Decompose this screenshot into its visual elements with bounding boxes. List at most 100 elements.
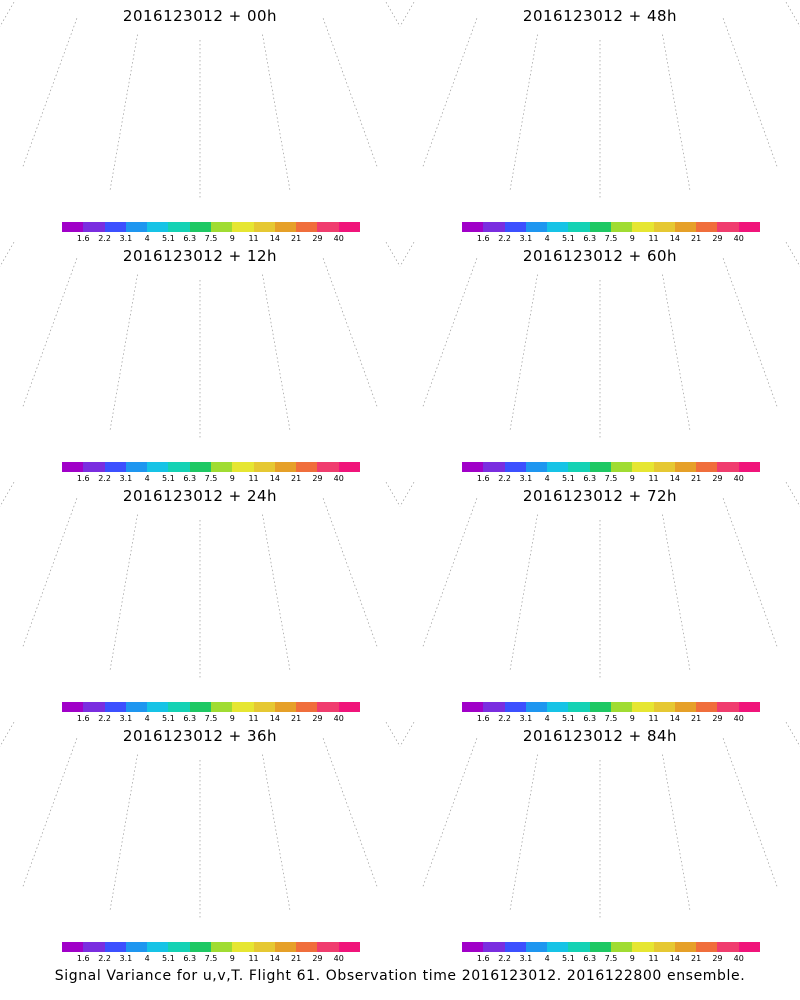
colorbar-label: 3.1 [119, 954, 133, 963]
colorbar-label: 14 [269, 234, 280, 243]
colorbar-label: 2.2 [498, 474, 511, 483]
colorbar-swatch [253, 462, 275, 472]
colorbar-label: 11 [248, 474, 259, 483]
colorbar [462, 222, 760, 232]
colorbar-label: 5.1 [562, 234, 575, 243]
colorbar-swatch [504, 222, 526, 232]
colorbar-label: 2.2 [98, 474, 111, 483]
colorbar-label: 11 [648, 954, 659, 963]
colorbar-label: 7.5 [204, 474, 218, 483]
colorbar-swatch [653, 222, 675, 232]
colorbar-swatch [125, 462, 148, 472]
colorbar-label: 29 [312, 474, 323, 483]
colorbar-swatch [168, 942, 190, 952]
panel-title: 2016123012 + 48h [522, 7, 678, 25]
colorbar-label: 3.1 [119, 474, 133, 483]
variance-field [105, 270, 400, 319]
colorbar-label: 29 [312, 714, 323, 723]
map-panel-48h: 2016123012 + 48h 1.6 2.2 3.1 4 5.1 6.3 7.5 9 11 14… [400, 0, 800, 243]
colorbar-label: 14 [669, 234, 680, 243]
colorbar-label: 3.1 [119, 234, 133, 243]
colorbar-label: 21 [691, 474, 702, 483]
colorbar-label: 40 [733, 234, 744, 243]
colorbar-swatch [317, 462, 339, 472]
colorbar-swatch [589, 462, 611, 472]
colorbar-label: 6.3 [183, 714, 197, 723]
colorbar-swatch [253, 942, 275, 952]
polar-map [400, 720, 800, 920]
colorbar-label: 4 [544, 954, 550, 963]
colorbar-label: 11 [248, 954, 259, 963]
colorbar-swatch [232, 702, 254, 712]
colorbar-swatch [547, 222, 569, 232]
colorbar-swatch [462, 222, 484, 232]
colorbar-label: 2.2 [98, 234, 111, 243]
colorbar-label: 21 [691, 234, 702, 243]
colorbar-swatch [147, 702, 169, 712]
colorbar-label: 9 [229, 474, 235, 483]
colorbar-swatch [632, 942, 654, 952]
colorbar-swatch [632, 222, 654, 232]
colorbar-swatch [104, 462, 126, 472]
colorbar-swatch [589, 942, 611, 952]
colorbar-swatch [62, 942, 84, 952]
colorbar-swatch [232, 462, 254, 472]
panel-title: 2016123012 + 72h [522, 487, 678, 505]
colorbar-swatch [653, 702, 675, 712]
colorbar-label: 29 [312, 234, 323, 243]
colorbar-swatch [274, 462, 297, 472]
colorbar-swatch [525, 942, 548, 952]
colorbar-label: 5.1 [562, 954, 575, 963]
colorbar-swatch [83, 222, 105, 232]
colorbar-swatch [62, 222, 84, 232]
colorbar-swatch [504, 942, 526, 952]
colorbar-label: 7.5 [604, 234, 618, 243]
colorbar-label: 9 [229, 954, 235, 963]
colorbar-swatch [738, 222, 760, 232]
colorbar-label: 7.5 [604, 714, 618, 723]
colorbar-swatch [483, 462, 505, 472]
colorbar-swatch [653, 462, 675, 472]
colorbar-label: 1.6 [476, 474, 490, 483]
colorbar-label: 9 [629, 234, 635, 243]
colorbar [62, 222, 360, 232]
colorbar-label: 9 [629, 714, 635, 723]
colorbar-swatch [210, 702, 233, 712]
colorbar-swatch [147, 222, 169, 232]
colorbar-swatch [210, 462, 233, 472]
colorbar-label: 11 [648, 474, 659, 483]
colorbar-swatch [147, 942, 169, 952]
colorbar [62, 942, 360, 952]
colorbar-swatch [462, 702, 484, 712]
colorbar-label: 11 [648, 714, 659, 723]
colorbar-label: 40 [733, 474, 744, 483]
colorbar-label: 14 [669, 954, 680, 963]
colorbar-swatch [696, 702, 718, 712]
map-graticule [400, 240, 800, 440]
colorbar-swatch [547, 462, 569, 472]
variance-field [65, 22, 375, 75]
colorbar-swatch [189, 942, 211, 952]
colorbar-swatch [317, 702, 339, 712]
colorbar-label: 4 [544, 234, 550, 243]
colorbar-label: 3.1 [519, 714, 533, 723]
colorbar-swatch [674, 222, 697, 232]
colorbar-label: 2.2 [98, 954, 111, 963]
colorbar-label: 4 [144, 234, 150, 243]
colorbar-swatch [589, 702, 611, 712]
colorbar-swatch [125, 702, 148, 712]
colorbar-swatch [253, 222, 275, 232]
colorbar-label: 21 [291, 714, 302, 723]
colorbar-label: 5.1 [162, 234, 175, 243]
colorbar-swatch [168, 462, 190, 472]
colorbar-label: 29 [712, 234, 723, 243]
colorbar-swatch [62, 462, 84, 472]
colorbar-label: 9 [629, 954, 635, 963]
colorbar-label: 11 [248, 234, 259, 243]
colorbar-swatch [253, 702, 275, 712]
colorbar-label: 2.2 [498, 234, 511, 243]
map-graticule [0, 720, 400, 920]
colorbar-label: 11 [648, 234, 659, 243]
panel-title: 2016123012 + 12h [122, 247, 278, 265]
colorbar-label: 7.5 [204, 954, 218, 963]
